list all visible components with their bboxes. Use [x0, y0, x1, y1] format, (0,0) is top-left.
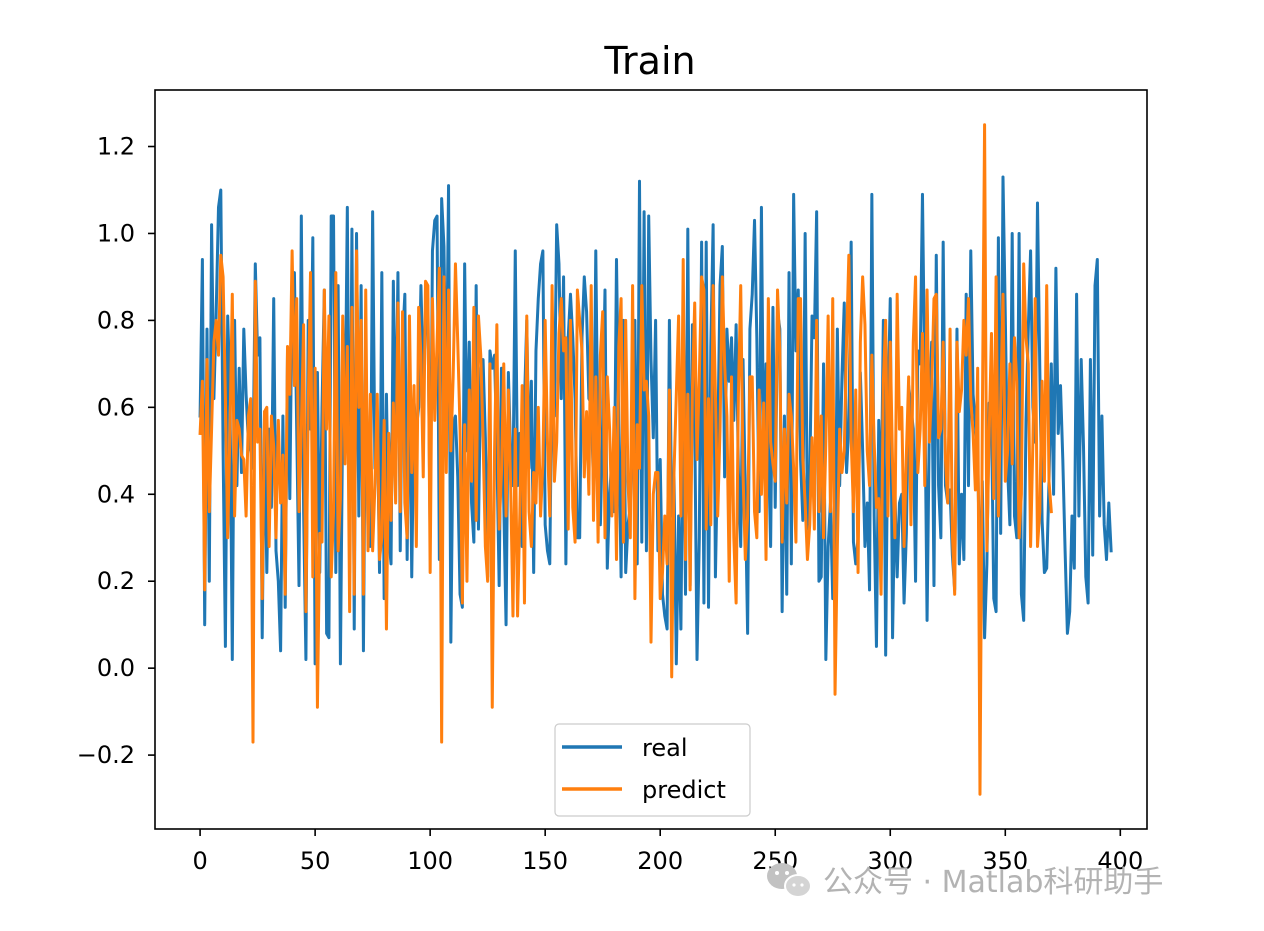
x-tick-label: 0: [192, 847, 207, 875]
series-line-real: [198, 175, 1113, 666]
wechat-icon: [767, 863, 812, 898]
y-tick-label: 0.4: [97, 480, 135, 508]
plot-frame: [154, 89, 1148, 830]
y-tick-label: 0.0: [97, 654, 135, 682]
x-tick-label: 300: [867, 847, 913, 875]
y-tick-label: 0.6: [97, 393, 135, 421]
y-axis: −0.2 0.0 0.2 0.4 0.6 0.8 1.0 1.2: [77, 133, 155, 769]
y-tick-label: 0.2: [97, 567, 135, 595]
series-line-predict: [198, 123, 1053, 796]
x-tick-label: 150: [522, 847, 568, 875]
watermark-text: 公众号 · Matlab科研助手: [823, 865, 1163, 900]
y-tick-label: 0.8: [97, 306, 135, 334]
y-tick-label: −0.2: [77, 741, 135, 769]
x-tick-label: 400: [1097, 847, 1143, 875]
y-tick-label: 1.2: [97, 133, 135, 161]
legend: real predict: [554, 723, 751, 817]
series-layer: [198, 123, 1113, 796]
y-tick-label: 1.0: [97, 219, 135, 247]
x-tick-label: 350: [982, 847, 1028, 875]
chart-title: Train: [603, 39, 695, 83]
watermark: 公众号 · Matlab科研助手: [767, 863, 1163, 900]
x-tick-label: 100: [407, 847, 453, 875]
legend-label-real: real: [642, 734, 687, 762]
x-tick-label: 50: [300, 847, 331, 875]
legend-label-predict: predict: [642, 776, 726, 804]
x-tick-label: 200: [637, 847, 683, 875]
